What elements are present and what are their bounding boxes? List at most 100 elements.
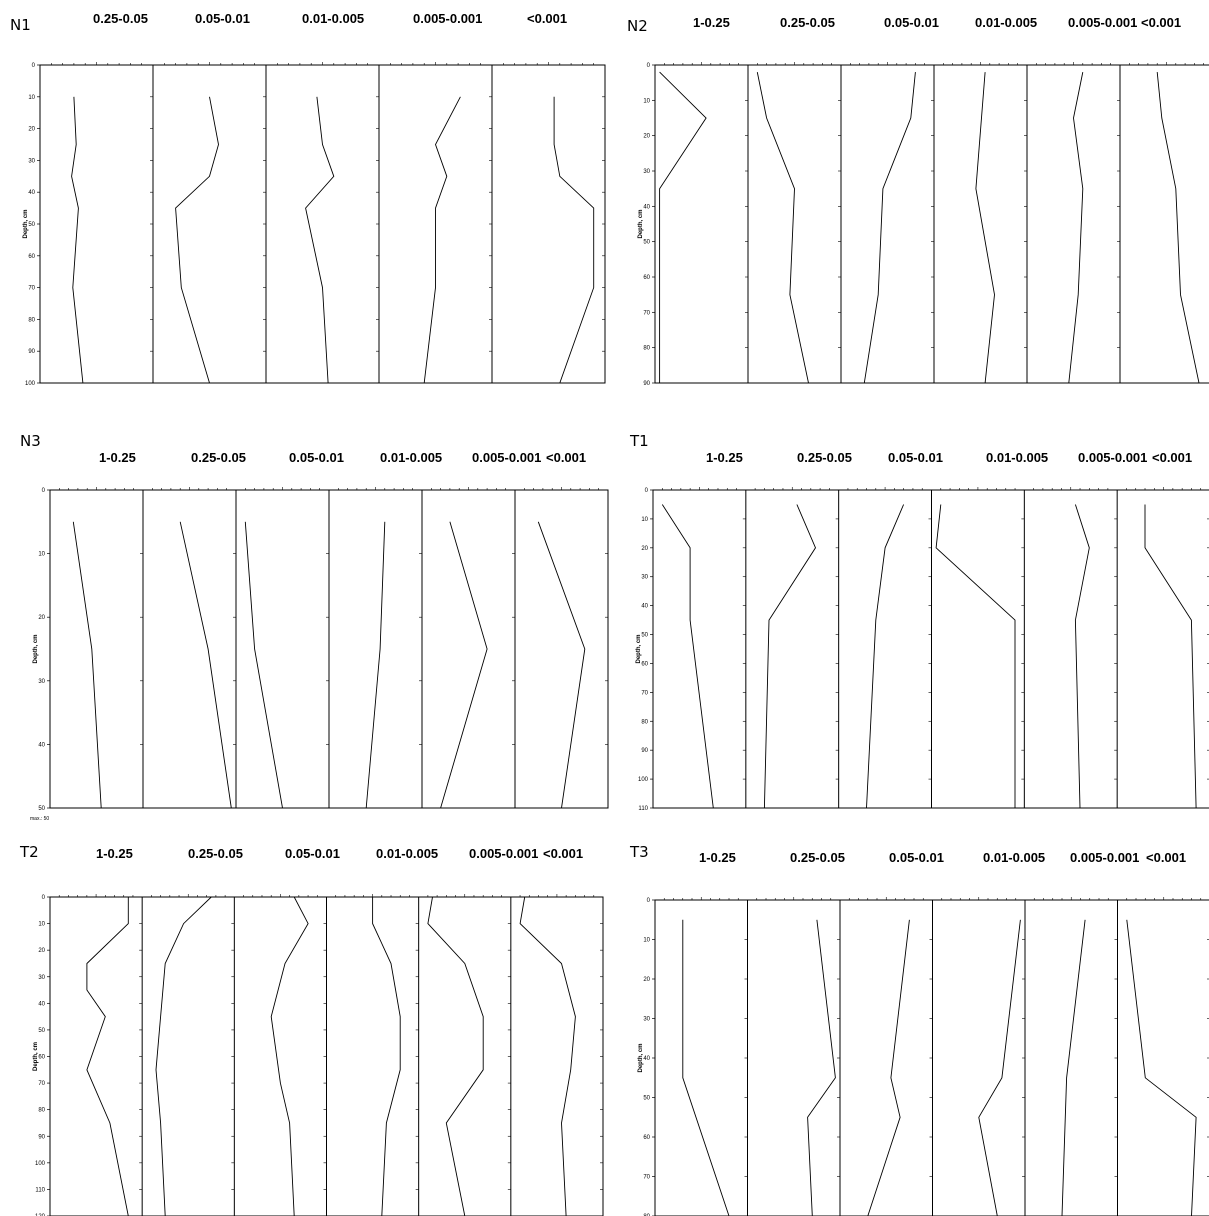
y-tick-label: 0	[647, 63, 651, 69]
y-tick-label: 90	[643, 381, 650, 387]
column-header: 0.005-0.001	[413, 11, 482, 26]
y-tick-label: 30	[38, 679, 45, 685]
profile-line	[244, 521, 283, 809]
y-axis-label: Depth, cm	[23, 209, 29, 238]
profile-line	[440, 521, 488, 809]
profile-line	[756, 72, 809, 384]
column-header: 0.01-0.005	[302, 11, 364, 26]
y-tick-label: 60	[28, 254, 35, 260]
profile-line	[807, 919, 836, 1216]
column-header: <0.001	[1146, 850, 1186, 865]
column-header: 0.01-0.005	[983, 850, 1045, 865]
y-axis-label: Depth, cm	[33, 1042, 39, 1071]
y-tick-label: 0	[645, 488, 649, 494]
y-tick-label: 50	[643, 240, 650, 246]
panel-title: T3	[629, 843, 649, 861]
profile-line	[682, 919, 730, 1216]
y-tick-label: 100	[25, 381, 36, 387]
column-header: <0.001	[546, 450, 586, 465]
column-header: 1-0.25	[693, 15, 730, 30]
y-tick-label: 0	[42, 488, 46, 494]
profile-line	[1144, 504, 1197, 809]
y-tick-label: 50	[643, 1096, 650, 1102]
y-tick-label: 40	[38, 1001, 45, 1007]
column-header: 0.05-0.01	[289, 450, 344, 465]
column-header: 0.25-0.05	[191, 450, 246, 465]
y-tick-label: 70	[643, 1175, 650, 1181]
y-axis-label: Depth, cm	[33, 634, 39, 663]
y-tick-label: 100	[35, 1161, 46, 1167]
y-tick-label: 80	[643, 1214, 650, 1216]
profile-line	[659, 71, 707, 383]
column-header: 0.05-0.01	[195, 11, 250, 26]
y-tick-label: 10	[643, 938, 650, 944]
y-tick-label: 0	[42, 895, 46, 901]
profile-line	[537, 521, 586, 809]
y-tick-label: 40	[643, 204, 650, 210]
profile-line	[423, 96, 461, 384]
profile-line	[863, 72, 916, 384]
y-tick-label: 60	[38, 1055, 45, 1061]
column-header: <0.001	[543, 846, 583, 861]
profile-line	[1074, 504, 1090, 809]
y-tick-label: 40	[643, 1056, 650, 1062]
y-tick-label: 80	[38, 1108, 45, 1114]
y-tick-label: 50	[38, 806, 45, 812]
y-tick-label: 90	[641, 748, 648, 754]
y-tick-label: 20	[641, 546, 648, 552]
profile-line	[270, 896, 309, 1216]
y-tick-label: 20	[28, 127, 35, 133]
plot-frame	[39, 64, 606, 384]
y-tick-label: 70	[38, 1081, 45, 1087]
y-tick-label: 60	[643, 1135, 650, 1141]
y-tick-label: 80	[28, 317, 35, 323]
column-header: 0.05-0.01	[884, 15, 939, 30]
column-header: 1-0.25	[706, 450, 743, 465]
profile-line	[372, 897, 401, 1216]
y-tick-label: 90	[28, 349, 35, 355]
y-tick-label: 20	[38, 948, 45, 954]
panel-t1: T1 1-0.25 0.25-0.05 0.05-0.01 0.01-0.005 0.00…	[629, 432, 1209, 812]
y-tick-label: 120	[35, 1214, 46, 1216]
column-header: 0.25-0.05	[93, 11, 148, 26]
y-tick-label: 50	[28, 222, 35, 228]
panel-n2: N2 1-0.25 0.25-0.05 0.05-0.01 0.01-0.005 0.00…	[627, 15, 1209, 387]
column-header: 0.25-0.05	[780, 15, 835, 30]
y-tick-label: 110	[35, 1187, 45, 1193]
y-tick-label: 0	[32, 63, 36, 69]
y-tick-label: 20	[38, 615, 45, 621]
column-header: 0.005-0.001	[1078, 450, 1147, 465]
profile-line	[978, 919, 1021, 1216]
profile-line	[935, 504, 1016, 808]
column-header: 0.01-0.005	[975, 15, 1037, 30]
panel-t3: T3 1-0.25 0.25-0.05 0.05-0.01 0.01-0.005 0.00…	[629, 843, 1209, 1216]
column-header: 0.01-0.005	[986, 450, 1048, 465]
column-header: 1-0.25	[96, 846, 133, 861]
profile-line	[86, 897, 129, 1216]
y-tick-label: 60	[641, 661, 648, 667]
column-header: 0.25-0.05	[797, 450, 852, 465]
panel-title: T2	[19, 843, 39, 861]
y-tick-label: 80	[641, 719, 648, 725]
profile-line	[365, 521, 386, 809]
panel-title: N3	[20, 432, 41, 450]
profile-line	[1156, 72, 1200, 384]
profile-line	[71, 96, 84, 384]
column-header: 0.005-0.001	[472, 450, 541, 465]
profile-line	[553, 96, 595, 384]
column-header: 0.05-0.01	[285, 846, 340, 861]
y-tick-label: 20	[643, 977, 650, 983]
profile-line	[975, 72, 995, 384]
y-tick-label: 40	[641, 604, 648, 610]
profile-line	[72, 521, 102, 809]
profile-line	[427, 896, 484, 1216]
panel-n1: N1 0.25-0.05 0.05-0.01 0.01-0.005 0.005-0.00…	[10, 11, 606, 387]
panel-title: T1	[629, 432, 649, 450]
profile-line	[763, 504, 817, 809]
column-header: <0.001	[1141, 15, 1181, 30]
y-tick-label: 70	[641, 690, 648, 696]
y-tick-label: 50	[641, 633, 648, 639]
column-header: 0.05-0.01	[889, 850, 944, 865]
y-tick-label: 90	[38, 1134, 45, 1140]
